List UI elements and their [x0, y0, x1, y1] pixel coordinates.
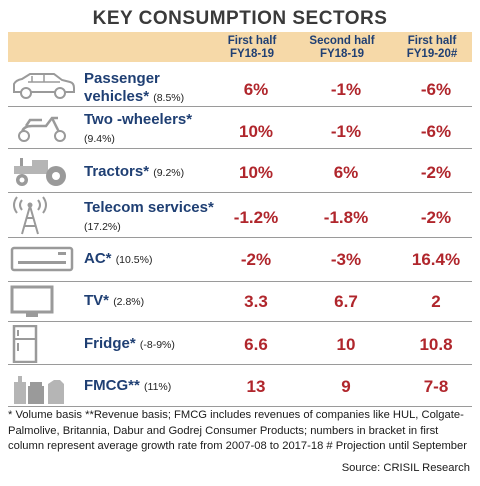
tv-icon [10, 285, 54, 319]
value-cell: 13 [246, 377, 266, 396]
sector-name: TV* [84, 292, 110, 309]
value-cell: -2% [240, 250, 272, 269]
sector-growth: (8.5%) [153, 92, 185, 104]
value-cell: -6% [420, 80, 452, 99]
row-divider [8, 406, 472, 407]
row-divider [8, 281, 472, 282]
value-cell: 10% [238, 163, 274, 182]
row-label-tractors: Tractors* (9.2%) [84, 163, 224, 182]
value-cell: 3.3 [244, 292, 268, 311]
car-icon [10, 70, 76, 102]
value-cell: -3% [330, 250, 362, 269]
value-cell: 6% [243, 80, 269, 99]
sector-name: Passenger vehicles* [84, 70, 160, 105]
value-cell: 10% [238, 122, 274, 141]
footnote: * Volume basis **Revenue basis; FMCG inc… [8, 409, 467, 452]
row-divider [8, 237, 472, 238]
column-header-1: First half FY18-19 [206, 35, 298, 60]
row-label-fmcg: FMCG** (11%) [84, 377, 224, 396]
column-header-2-line1: Second half [309, 35, 375, 47]
row-label-passenger-vehicles: Passenger vehicles* (8.5%) [84, 70, 224, 107]
fridge-icon [12, 325, 38, 363]
sector-name: Tractors* [84, 163, 150, 180]
value-cell: -6% [420, 122, 452, 141]
sector-growth: (9.2%) [153, 167, 185, 179]
sector-name: FMCG** [84, 377, 140, 394]
scooter-icon [12, 110, 72, 144]
source-credit: Source: CRISIL Research [341, 462, 470, 474]
row-divider [8, 106, 472, 107]
value-cell: 2 [431, 292, 441, 311]
sector-name: Fridge* [84, 335, 136, 352]
column-header-2-line2: FY18-19 [319, 47, 365, 60]
value-cell: -1.2% [233, 208, 279, 227]
column-header-1-line2: FY18-19 [229, 47, 275, 60]
row-label-telecom-services: Telecom services* (17.2%) [84, 199, 224, 236]
value-cell: 10.8 [419, 335, 453, 354]
value-cell: 16.4% [411, 250, 461, 269]
value-cell: -2% [420, 208, 452, 227]
sector-growth: (11%) [144, 381, 172, 393]
page-title: KEY CONSUMPTION SECTORS [92, 8, 388, 29]
value-cell: 6.7 [334, 292, 358, 311]
header-band [8, 32, 472, 62]
value-cell: 9 [341, 377, 351, 396]
value-cell: -1.8% [323, 208, 369, 227]
value-cell: -1% [330, 80, 362, 99]
column-header-3-line1: First half [407, 35, 457, 47]
tower-icon [10, 196, 50, 236]
value-cell: -1% [330, 122, 362, 141]
sector-growth: (9.4%) [84, 133, 115, 145]
row-divider [8, 321, 472, 322]
row-label-fridge: Fridge* (-8-9%) [84, 335, 224, 354]
column-header-3: First half FY19-20# [386, 35, 478, 60]
row-label-two-wheelers: Two -wheelers* (9.4%) [84, 111, 224, 148]
sector-growth: (2.8%) [113, 296, 145, 308]
column-header-2: Second half FY18-19 [296, 35, 388, 60]
sector-growth: (17.2%) [84, 221, 121, 233]
air-conditioner-icon [10, 246, 74, 274]
bottles-icon [10, 368, 70, 406]
sector-name: Telecom services* [84, 199, 214, 216]
row-divider [8, 148, 472, 149]
value-cell: -2% [420, 163, 452, 182]
value-cell: 10 [336, 335, 356, 354]
row-divider [8, 192, 472, 193]
column-header-1-line1: First half [227, 35, 277, 47]
sector-growth: (-8-9%) [139, 339, 175, 351]
value-cell: 6.6 [244, 335, 268, 354]
row-divider [8, 364, 472, 365]
value-cell: 7-8 [423, 377, 449, 396]
sector-name: Two -wheelers* [84, 111, 193, 128]
tractor-icon [10, 152, 74, 188]
sector-name: AC* [84, 250, 112, 267]
row-label-ac: AC* (10.5%) [84, 250, 224, 269]
value-cell: 6% [333, 163, 359, 182]
column-header-3-line2: FY19-20# [406, 47, 458, 60]
sector-growth: (10.5%) [115, 254, 153, 266]
row-label-tv: TV* (2.8%) [84, 292, 224, 311]
